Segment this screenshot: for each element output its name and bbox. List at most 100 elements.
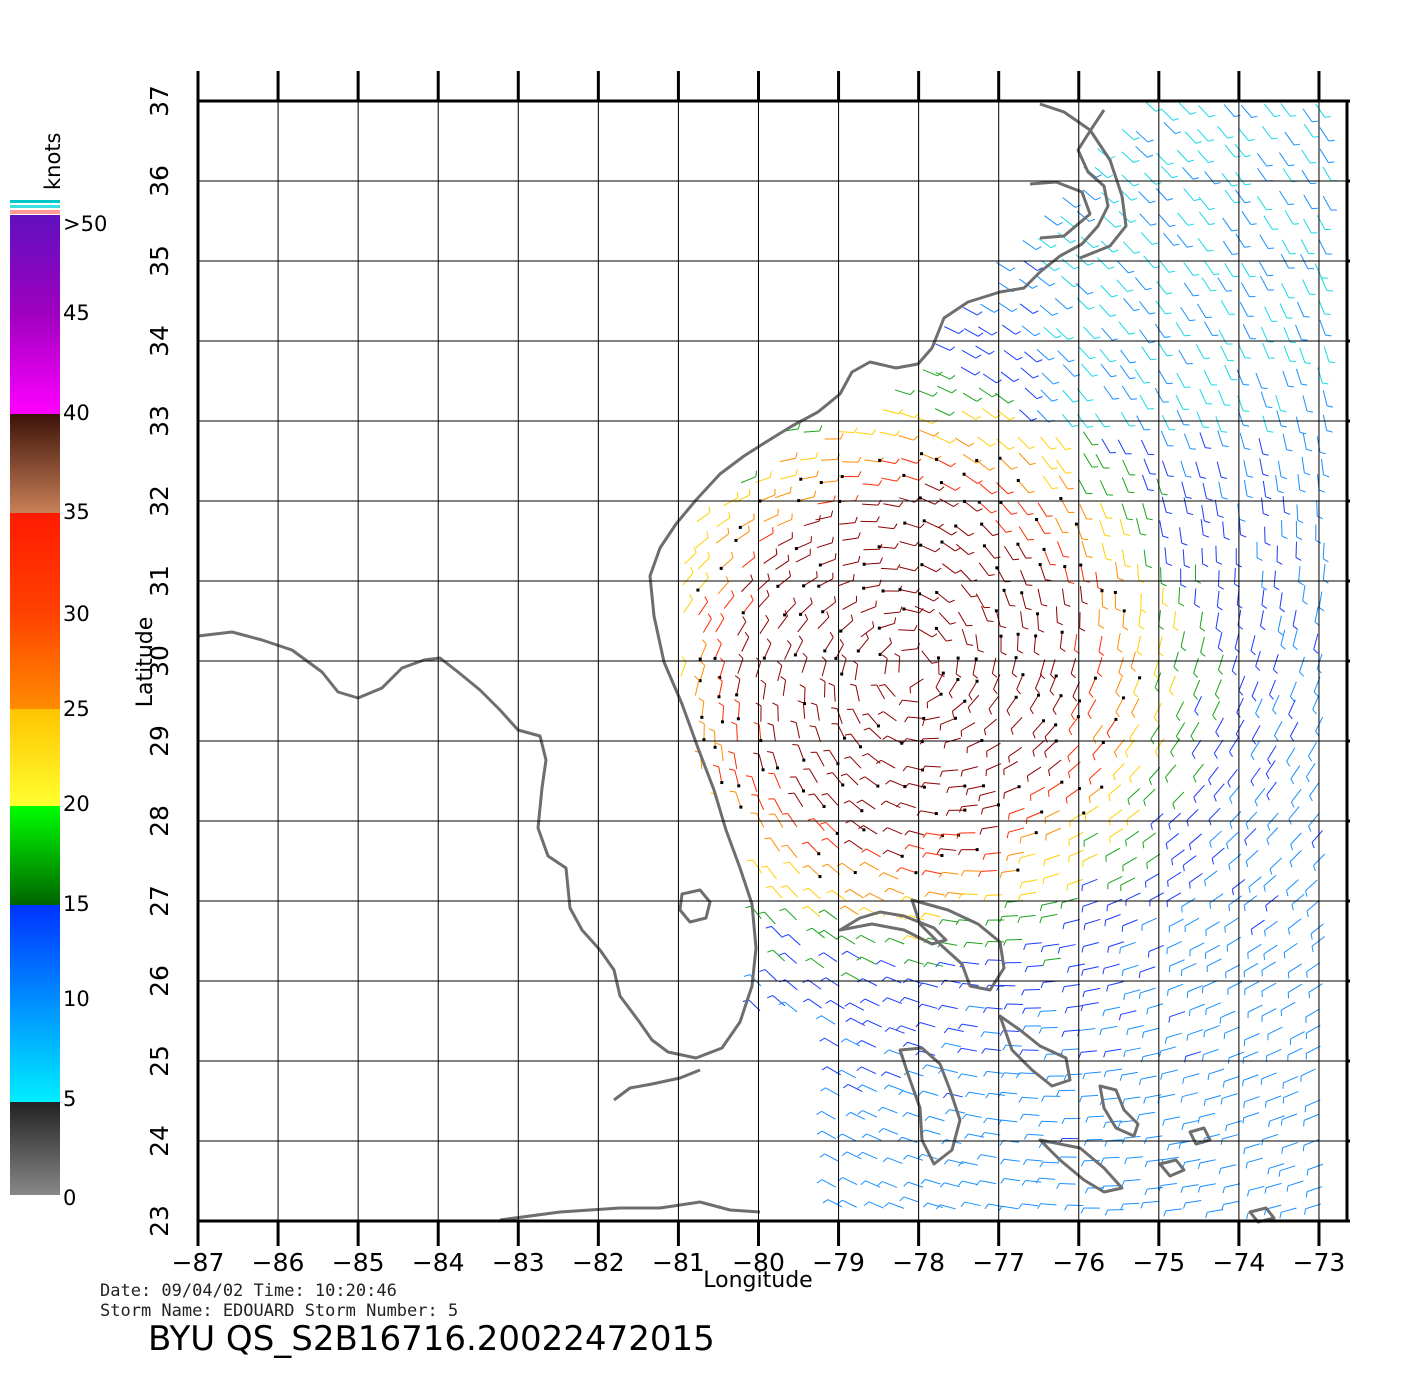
wind-barb-flag [1273,669,1279,675]
wind-barb-flag [1185,496,1192,499]
wind-barb-flag [1202,563,1209,567]
wind-barb [1259,275,1269,291]
wind-barb-flag [1082,991,1086,998]
rain-flag-marker [918,592,922,596]
lon-tick-label: −78 [892,1248,945,1277]
wind-barb [1116,632,1121,649]
wind-barb [942,871,959,875]
wind-barb [941,941,958,946]
wind-barb [803,430,820,433]
wind-barb [1178,587,1181,604]
wind-barb-flag [895,430,900,436]
wind-barb [968,680,978,696]
wind-barb-flag [1119,1074,1123,1081]
wind-barb-flag [1039,905,1043,912]
wind-barb [1108,784,1121,796]
wind-barb-flag [965,1005,970,1012]
wind-barb [821,1015,836,1025]
wind-barb-flag [1081,946,1084,953]
wind-barb-flag [818,952,825,957]
wind-barb [961,1023,978,1028]
rain-flag-marker [720,720,724,724]
wind-barb [1044,740,1057,753]
wind-barb [1287,1047,1303,1056]
wind-barb [1001,324,1016,335]
wind-barb [1224,1026,1240,1034]
wind-barb [1123,1202,1140,1205]
wind-barb-flag [1169,690,1174,696]
wind-barb-flag [1023,944,1027,951]
wind-barb [1122,610,1125,627]
wind-barb-flag [1217,606,1223,611]
wind-barb [1305,763,1316,778]
wind-barb-flag [980,808,984,815]
wind-barb-flag [1323,579,1329,584]
wind-barb-flag [859,776,866,780]
wind-barb [1303,218,1312,234]
wind-barb [1217,389,1225,406]
wind-barb-flag [1075,204,1081,208]
rain-flag-marker [741,611,745,615]
wind-barb [1229,785,1241,799]
wind-barb-flag [1032,285,1038,289]
wind-barb [1279,592,1283,609]
wind-barb-flag [974,371,981,376]
wind-barb [821,1110,836,1120]
wind-barb-flag [830,510,834,517]
wind-barb [1200,636,1205,653]
legend-label: 10 [63,987,90,1011]
wind-barb-flag [1125,840,1127,847]
wind-barb [1175,701,1185,717]
wind-barb-flag [792,743,799,746]
wind-barb [898,434,914,441]
wind-barb-flag [1128,332,1136,335]
wind-barb-flag [1049,282,1056,287]
wind-barb [865,1180,881,1188]
wind-barb-flag [968,694,973,701]
wind-barb [937,526,952,536]
wind-barb-flag [820,1087,826,1092]
wind-barb-flag [1089,356,1096,360]
wind-barb-flag [1168,1016,1171,1023]
wind-barb [849,1002,865,1011]
wind-barb-flag [1328,139,1335,142]
wind-barb-flag [1310,182,1317,185]
wind-barb [1010,717,1023,730]
wind-barb-flag [949,622,956,625]
wind-barb [803,687,806,704]
wind-barb-flag [698,720,705,725]
wind-barb-flag [1239,518,1246,522]
wind-barb-flag [859,998,866,1004]
wind-barb-flag [857,978,863,983]
wind-barb [842,1177,858,1186]
wind-barb-flag [857,1084,863,1089]
wind-barb [1125,892,1141,901]
wind-barb [1125,1047,1142,1052]
wind-barb-flag [1023,1133,1028,1140]
wind-barb-flag [1267,759,1272,765]
wind-barb [1258,261,1268,276]
wind-barb-flag [820,821,827,825]
wind-barb [1319,127,1330,142]
wind-barb [1185,1051,1202,1057]
wind-barb-flag [957,1023,963,1030]
wind-barb [1241,262,1251,277]
lon-tick-label: −81 [652,1248,705,1277]
island-andros [898,1046,962,1166]
wind-barb [1107,875,1123,884]
wind-barb-flag [1042,960,1046,967]
wind-barb [1124,1096,1141,1100]
wind-barb-flag [1133,159,1140,163]
wind-barb-flag [976,1154,982,1160]
wind-barb [1238,675,1246,692]
wind-barb [966,941,983,945]
wind-barb [1061,258,1075,270]
wind-barb [1212,700,1221,716]
wind-barb [1081,540,1088,557]
wind-barb-flag [945,1109,950,1115]
wind-barb [1266,827,1279,840]
lat-tick-label: 25 [145,1045,174,1077]
wind-barb-flag [1183,1202,1186,1209]
wind-barb [1243,1112,1260,1119]
wind-barb-flag [704,596,709,602]
